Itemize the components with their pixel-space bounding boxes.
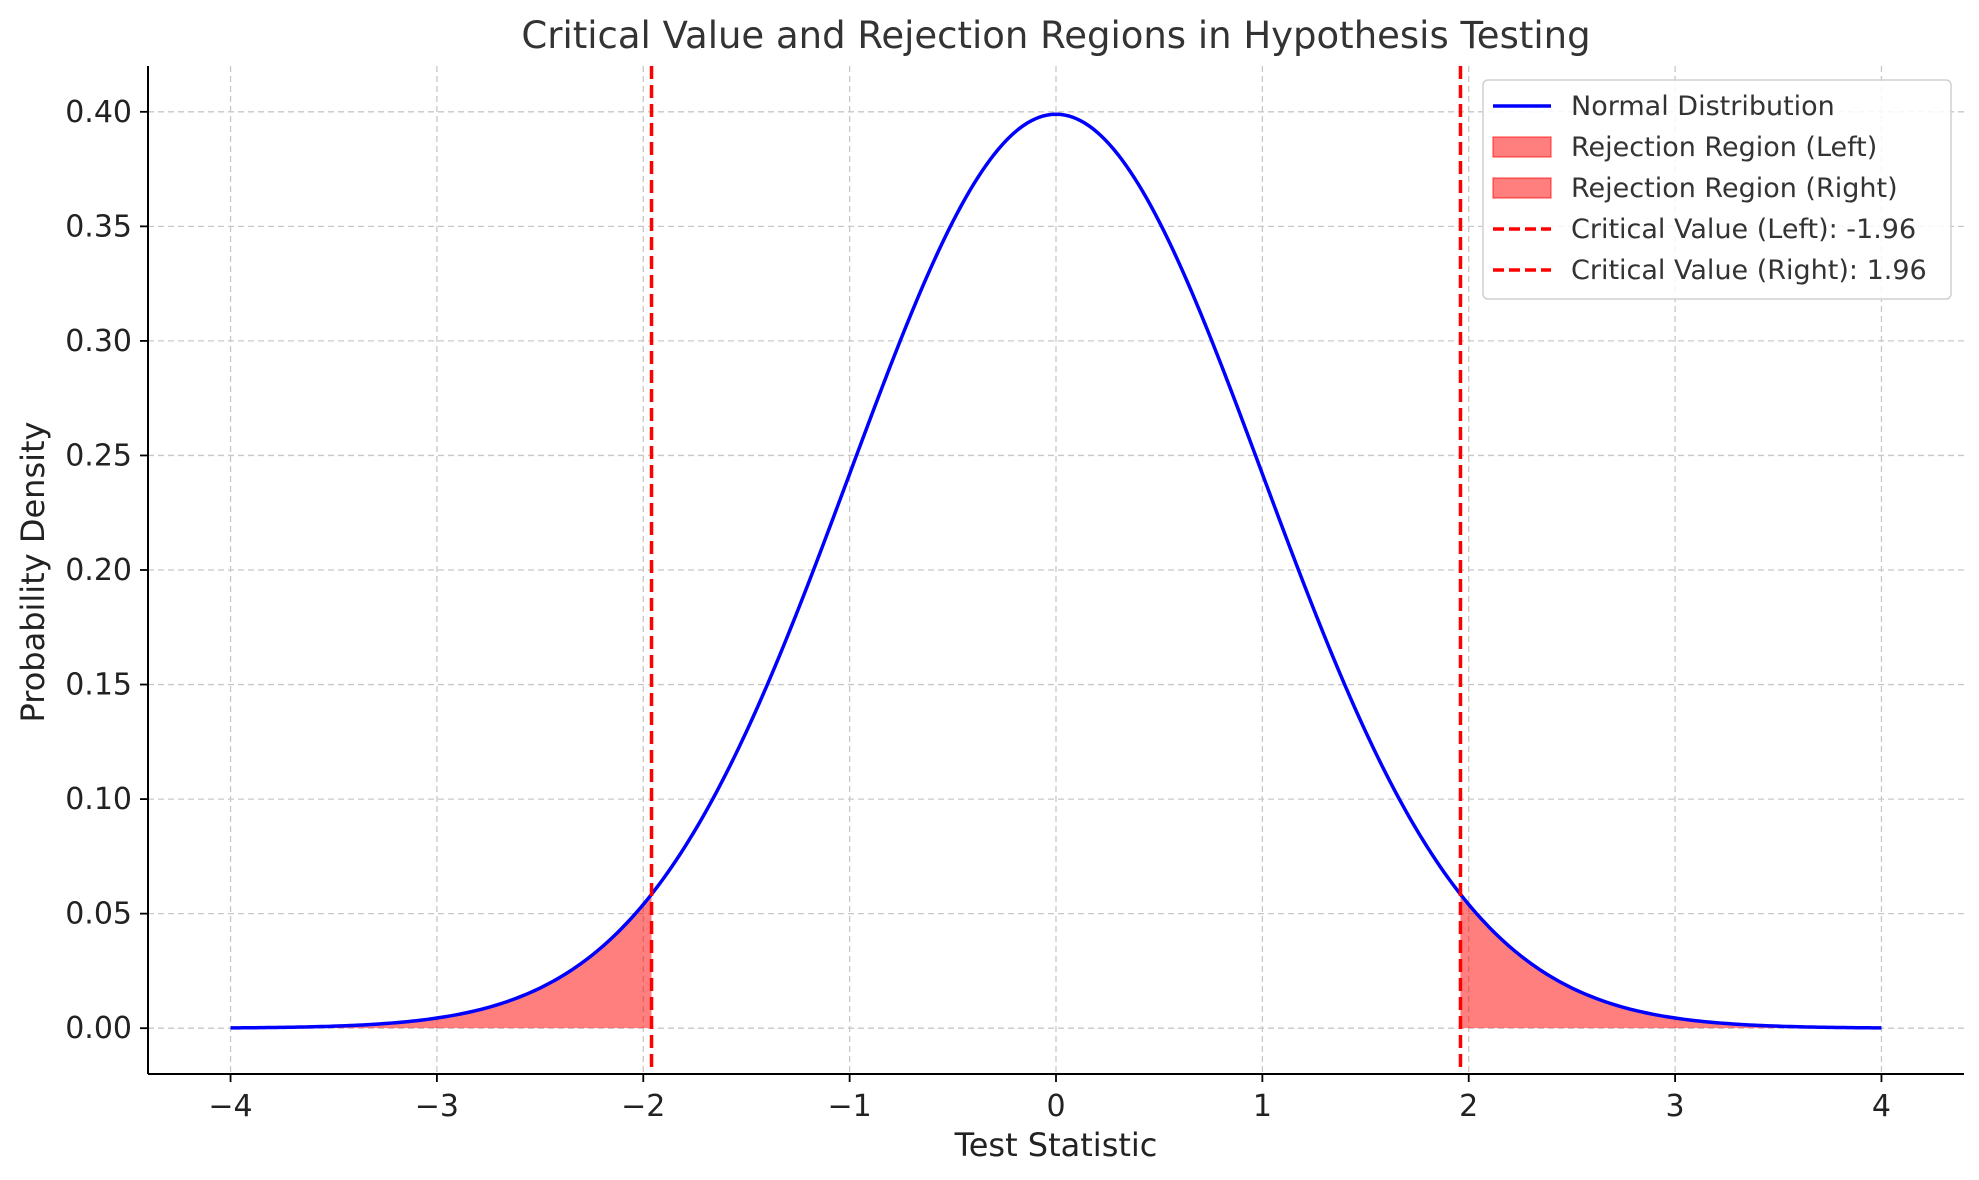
legend-fill-swatch <box>1492 177 1552 199</box>
x-tick-label: −2 <box>621 1089 665 1124</box>
legend-label: Critical Value (Left): -1.96 <box>1571 214 1916 245</box>
x-tick-label: 0 <box>1046 1089 1065 1124</box>
y-tick-label: 0.00 <box>65 1011 132 1046</box>
x-tick-label: −4 <box>208 1089 252 1124</box>
legend-label: Rejection Region (Left) <box>1571 132 1877 163</box>
x-tick-label: −1 <box>828 1089 872 1124</box>
legend-fill-swatch <box>1492 136 1552 158</box>
rejection-region-area <box>1460 894 1882 1029</box>
y-axis-label: Probability Density <box>14 422 52 723</box>
legend-box <box>1482 79 1952 300</box>
legend-label: Rejection Region (Right) <box>1571 173 1898 204</box>
x-tick-label: 3 <box>1666 1089 1685 1124</box>
y-tick-label: 0.35 <box>65 209 132 244</box>
normal-distribution-curve <box>230 112 1882 1030</box>
y-tick-label: 0.05 <box>65 897 132 932</box>
y-tick-label: 0.30 <box>65 324 132 359</box>
rejection-regions <box>230 894 1882 1029</box>
chart-title: Critical Value and Rejection Regions in … <box>521 14 1590 57</box>
x-tick-label: 2 <box>1459 1089 1478 1124</box>
grid <box>148 66 1964 1074</box>
y-tick-label: 0.15 <box>65 668 132 703</box>
y-tick-label: 0.10 <box>65 782 132 817</box>
legend: Normal Distribution Rejection Region (Lef… <box>1482 79 1952 300</box>
x-tick-label: −3 <box>415 1089 459 1124</box>
ticks: −4 −3 −2 −1 0 1 2 3 4 0.00 0.05 0.10 0.15 0.20 0.25 0.3… <box>65 95 1891 1124</box>
x-axis-label: Test Statistic <box>954 1126 1158 1164</box>
critical-lines <box>649 66 1463 1074</box>
x-tick-label: 4 <box>1872 1089 1891 1124</box>
y-tick-label: 0.40 <box>65 95 132 130</box>
curve-layer <box>230 112 1882 1030</box>
x-tick-label: 1 <box>1253 1089 1272 1124</box>
legend-label: Critical Value (Right): 1.96 <box>1571 255 1927 286</box>
rejection-region-area <box>230 894 652 1029</box>
y-tick-label: 0.25 <box>65 438 132 473</box>
legend-label: Normal Distribution <box>1571 91 1835 122</box>
y-tick-label: 0.20 <box>65 553 132 588</box>
